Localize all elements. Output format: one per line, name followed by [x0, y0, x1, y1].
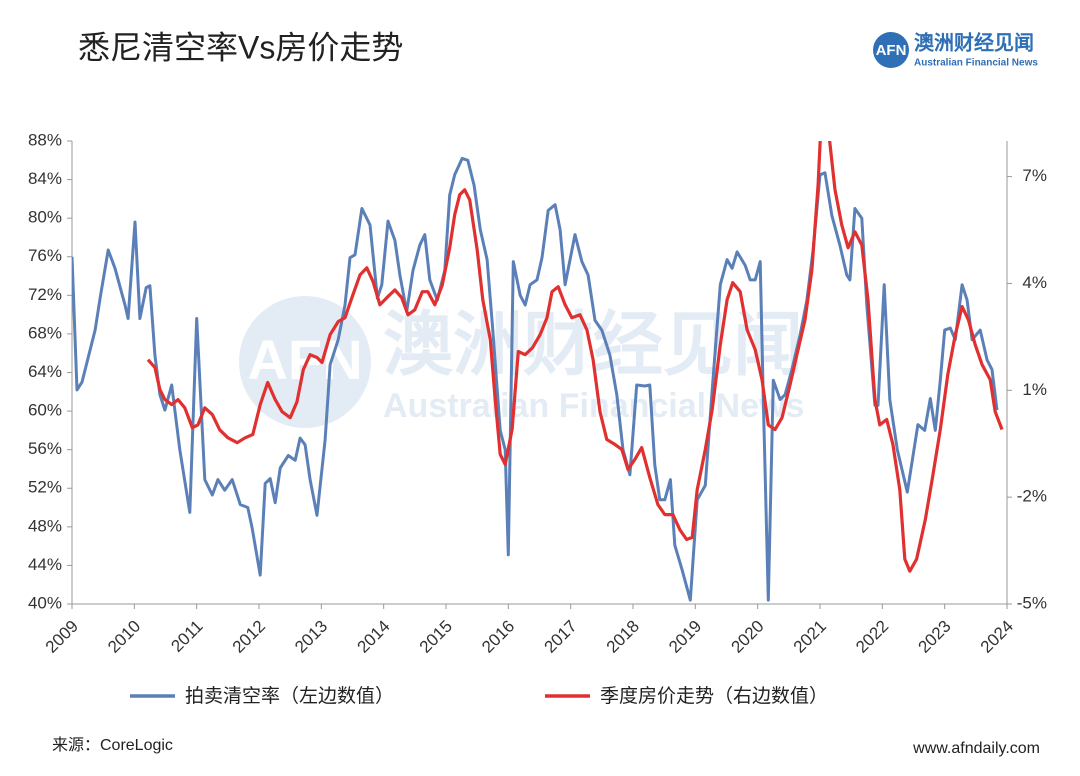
x-tick-label: 2020: [727, 617, 767, 657]
logo-name: 澳洲财经见闻: [914, 30, 1034, 54]
x-tick-label: 2019: [665, 617, 705, 657]
x-tick-label: 2022: [852, 617, 892, 657]
logo-subtitle: Australian Financial News: [914, 58, 1038, 69]
y-tick-label: 60%: [28, 401, 62, 420]
y2-tick-label: -2%: [1017, 487, 1047, 506]
series-line: [146, 141, 1004, 573]
y-tick-label: 64%: [28, 362, 62, 381]
watermark-subtitle: Australian Financial News: [383, 387, 804, 425]
y-tick-label: 56%: [28, 439, 62, 458]
y-tick-label: 80%: [28, 208, 62, 227]
x-tick-label: 2024: [977, 617, 1017, 657]
x-tick-label: 2010: [104, 617, 144, 657]
x-tick-label: 2013: [291, 617, 331, 657]
y2-tick-label: -5%: [1017, 593, 1047, 612]
x-tick-label: 2016: [478, 617, 518, 657]
y-tick-label: 40%: [28, 593, 62, 612]
plot-area: [72, 141, 1004, 602]
x-tick-label: 2009: [42, 617, 82, 657]
x-tick-label: 2014: [353, 617, 393, 657]
x-tick-label: 2015: [416, 617, 456, 657]
y2-tick-label: 7%: [1022, 166, 1047, 185]
y-tick-label: 76%: [28, 246, 62, 265]
y-tick-label: 72%: [28, 285, 62, 304]
y-tick-label: 52%: [28, 478, 62, 497]
y-tick-label: 68%: [28, 323, 62, 342]
x-tick-label: 2011: [167, 617, 206, 656]
watermark-mark: AFN: [247, 328, 362, 391]
chart-title: 悉尼清空率Vs房价走势: [78, 29, 403, 65]
y-tick-label: 44%: [28, 555, 62, 574]
website: www.afndaily.com: [912, 740, 1040, 757]
legend-label: 季度房价走势（右边数值）: [600, 685, 828, 707]
y2-tick-label: 1%: [1022, 380, 1047, 399]
x-tick-label: 2018: [603, 617, 643, 657]
x-tick-label: 2023: [914, 617, 954, 657]
y-tick-label: 48%: [28, 516, 62, 535]
x-tick-label: 2012: [229, 617, 269, 657]
y-tick-label: 84%: [28, 169, 62, 188]
series-line: [72, 156, 999, 602]
source: 来源：CoreLogic: [52, 736, 173, 754]
logo-circle: [873, 32, 909, 68]
watermark: AFN 澳洲财经见闻 Australian Financial News: [239, 296, 804, 428]
y-tick-label: 88%: [28, 130, 62, 149]
logo-mark: AFN: [876, 42, 907, 59]
x-tick-label: 2021: [790, 617, 830, 657]
y2-tick-label: 4%: [1022, 273, 1047, 292]
x-tick-label: 2017: [540, 617, 580, 657]
legend-label: 拍卖清空率（左边数值）: [185, 685, 394, 707]
